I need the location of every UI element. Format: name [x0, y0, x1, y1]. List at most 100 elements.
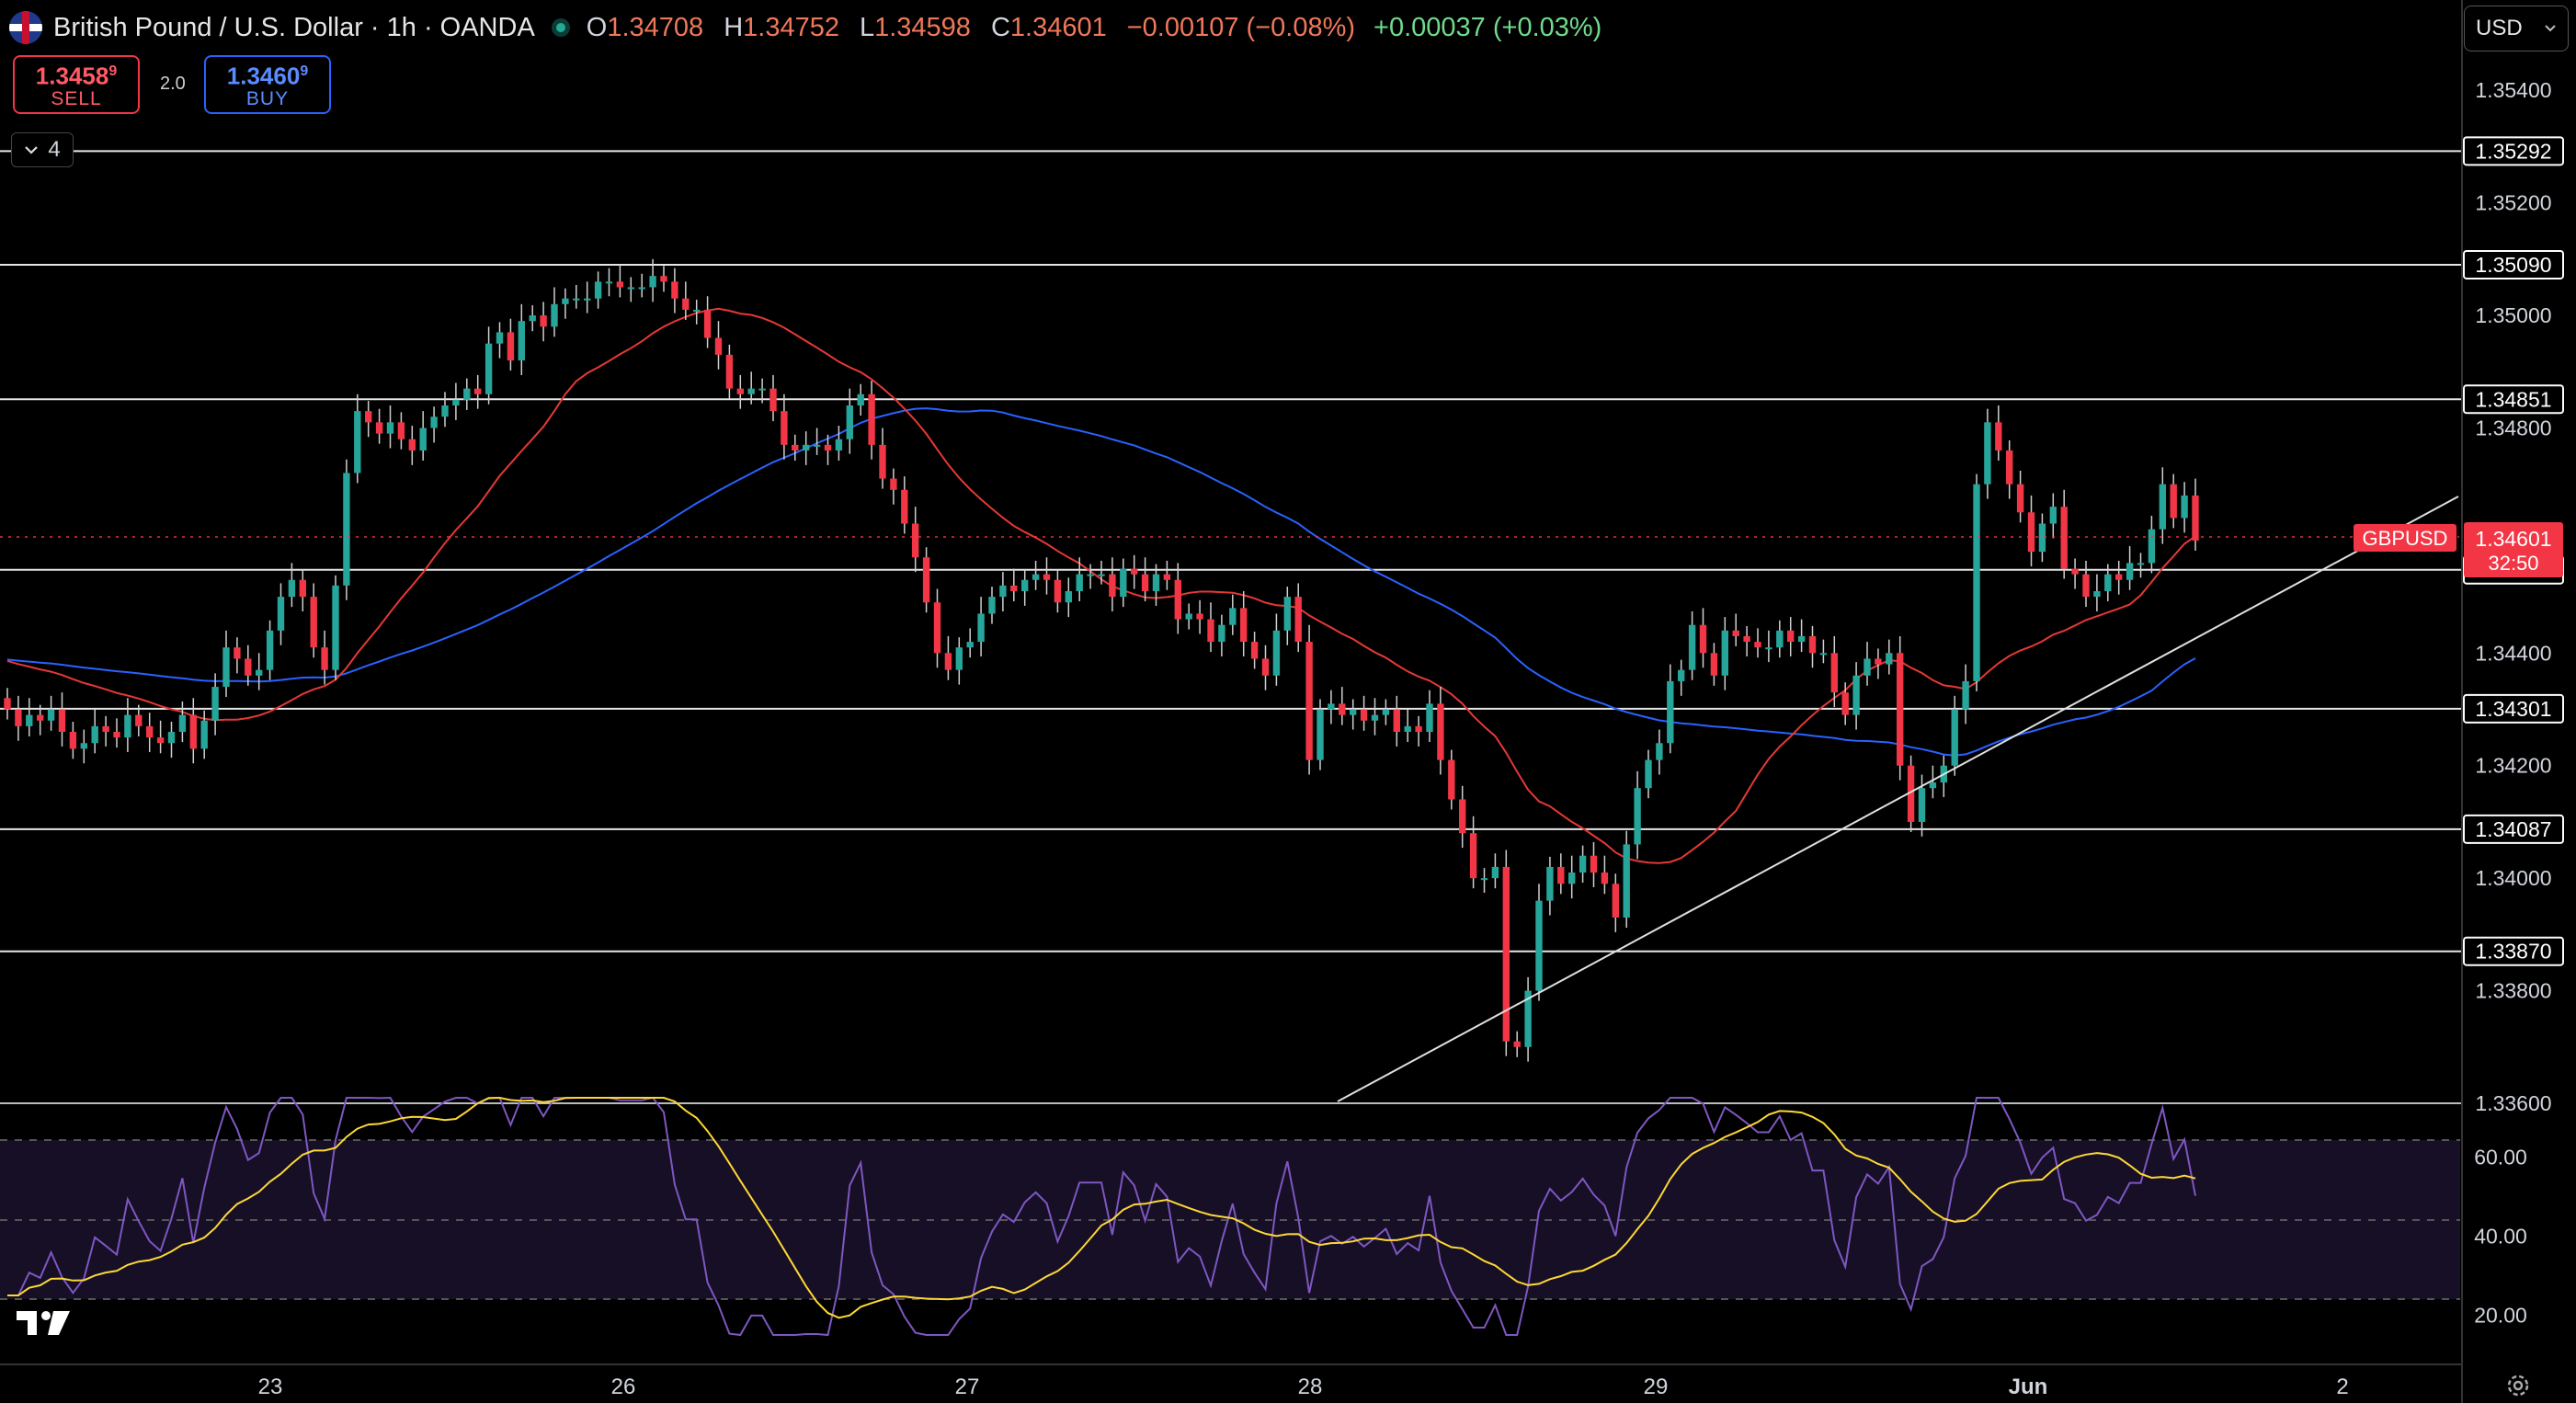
candle: [1339, 687, 1346, 725]
candle: [146, 713, 154, 753]
candle: [200, 710, 208, 759]
time-axis[interactable]: 23 26 27 28 29 Jun 2: [258, 1374, 2349, 1399]
level-label-box-5: [2463, 814, 2564, 844]
candle: [2170, 473, 2177, 529]
spread-value: 2.0: [160, 74, 186, 94]
chart-header[interactable]: British Pound / U.S. Dollar · 1h · OANDA…: [9, 7, 1601, 48]
rsi-tick-2: 20.00: [2474, 1304, 2527, 1328]
candle: [37, 704, 44, 736]
candle: [1535, 884, 1543, 1001]
candle: [1185, 603, 1192, 630]
price-tick-6: 1.34000: [2475, 866, 2551, 890]
candle: [747, 371, 755, 405]
last-price-tag: GBPUSD 1.34601 32:50: [2354, 522, 2563, 577]
candle: [167, 721, 176, 759]
candle: [321, 630, 328, 685]
tradingview-logo[interactable]: [17, 1307, 70, 1343]
level-label-4: 1.34301: [2475, 697, 2551, 721]
candle: [1404, 709, 1411, 743]
candle: [1393, 695, 1400, 747]
buy-button[interactable]: 1.34609 BUY: [204, 55, 331, 114]
candle: [1328, 690, 1335, 724]
candle: [1163, 560, 1171, 590]
candle: [408, 426, 416, 465]
svg-text:GBPUSD: GBPUSD: [2363, 527, 2448, 550]
candle: [1929, 765, 1937, 799]
candle: [573, 284, 580, 309]
candle: [277, 583, 285, 645]
price-tick-0: 1.35400: [2475, 78, 2551, 102]
candle: [386, 405, 394, 449]
candle: [846, 388, 853, 454]
rsi-line: [7, 1096, 2196, 1337]
candle: [1601, 855, 1609, 895]
candle: [234, 637, 241, 674]
candle: [1710, 643, 1718, 686]
candle: [562, 288, 569, 319]
price-tick-2: 1.35000: [2475, 303, 2551, 327]
price-tick-5: 1.34200: [2475, 754, 2551, 778]
indicators-count: 4: [48, 137, 61, 162]
symbol-title[interactable]: British Pound / U.S. Dollar · 1h · OANDA: [53, 12, 535, 42]
candle: [1897, 635, 1904, 781]
candle: [1272, 613, 1281, 686]
candle: [803, 431, 810, 465]
candle: [2093, 574, 2101, 612]
candle: [2027, 495, 2035, 567]
candle: [1087, 564, 1094, 589]
price-change: −0.00107 (−0.08%): [1126, 12, 1356, 42]
candle: [1382, 699, 1390, 725]
currency-value: USD: [2476, 16, 2523, 40]
candle: [1667, 664, 1674, 754]
candle: [2082, 560, 2090, 608]
candle: [1995, 405, 2002, 461]
candle: [310, 583, 317, 658]
candle: [890, 468, 897, 505]
currency-select[interactable]: USD: [2464, 6, 2569, 51]
candle: [1776, 620, 1784, 658]
candle: [1469, 816, 1477, 889]
candle: [627, 277, 634, 302]
candle: [1612, 873, 1619, 932]
candle: [1152, 564, 1160, 606]
candle: [616, 264, 624, 298]
settings-gear-icon[interactable]: [2504, 1372, 2532, 1399]
candle: [397, 412, 405, 450]
candle: [178, 701, 187, 743]
candle: [135, 704, 142, 736]
candle: [1229, 594, 1237, 635]
candle: [80, 729, 87, 764]
candle: [2104, 564, 2112, 602]
indicators-toggle-button[interactable]: 4: [11, 132, 74, 167]
candles: [4, 258, 2199, 1062]
extended-change: +0.00037 (+0.03%): [1373, 12, 1602, 42]
sell-button[interactable]: 1.34589 SELL: [13, 55, 140, 114]
candle: [1830, 635, 1838, 708]
horizontal-levels[interactable]: [0, 150, 2462, 952]
candle: [714, 321, 723, 370]
level-label-box-1: [2463, 249, 2564, 279]
candle: [1579, 845, 1587, 884]
market-open-icon[interactable]: [551, 18, 570, 37]
candle: [1459, 785, 1466, 849]
chevron-down-icon: [25, 146, 39, 154]
candle: [2071, 558, 2079, 589]
candle: [1448, 749, 1455, 810]
candle: [4, 688, 11, 720]
price-tick-1: 1.35200: [2475, 191, 2551, 215]
candle: [1678, 659, 1685, 696]
trendline[interactable]: [1337, 496, 2459, 1102]
candle: [124, 698, 131, 753]
candle: [638, 273, 645, 298]
candle: [2159, 467, 2166, 544]
candle: [977, 597, 985, 656]
candle: [922, 547, 930, 613]
candle: [1841, 682, 1849, 725]
candle: [1754, 628, 1761, 658]
candle: [693, 299, 701, 325]
candle: [441, 392, 449, 428]
candle: [1634, 770, 1641, 860]
candle: [1524, 976, 1532, 1062]
candle: [1699, 608, 1707, 668]
